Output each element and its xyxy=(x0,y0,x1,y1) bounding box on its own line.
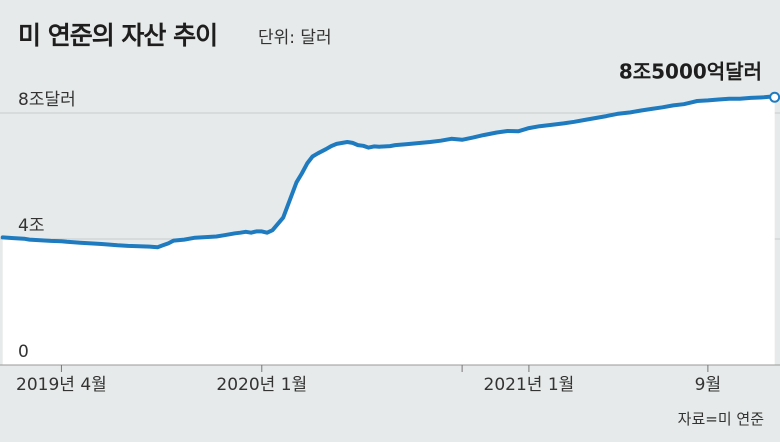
unit-label: 단위: 달러 xyxy=(258,28,332,48)
y-tick-label: 0 xyxy=(18,342,29,362)
y-tick-label: 4조 xyxy=(18,216,44,236)
y-tick-label: 8조달러 xyxy=(18,90,76,110)
end-point-marker xyxy=(769,91,780,103)
x-tick-label: 2019년 4월 xyxy=(16,375,107,395)
x-tick-label: 9월 xyxy=(695,375,721,395)
series-line xyxy=(0,94,777,250)
end-point-label: 8조5000억달러 xyxy=(619,59,762,83)
source-note: 자료=미 연준 xyxy=(677,410,764,428)
area-fill xyxy=(2,96,775,366)
x-axis: 2019년 4월 2020년 1월 2021년 1월 9월 xyxy=(16,365,721,395)
x-tick-label: 2021년 1월 xyxy=(484,375,575,395)
chart-title: 미 연준의 자산 추이 xyxy=(18,21,218,50)
x-tick-label: 2020년 1월 xyxy=(216,375,307,395)
y-axis: 8조달러 4조 0 xyxy=(18,90,76,362)
